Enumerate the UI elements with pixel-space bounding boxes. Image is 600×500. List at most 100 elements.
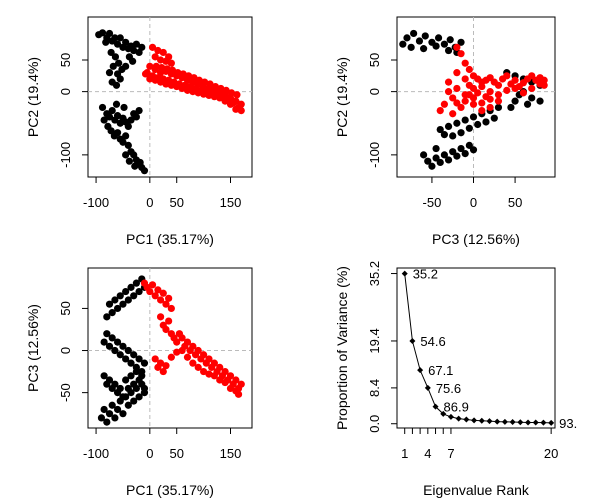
cumulative-variance-label: 93. bbox=[559, 416, 577, 431]
x-tick-label: -50 bbox=[423, 195, 442, 210]
scree-point bbox=[532, 419, 539, 426]
red-data-point bbox=[205, 91, 213, 100]
black-data-point bbox=[122, 132, 130, 140]
red-data-point bbox=[156, 56, 165, 64]
black-data-point bbox=[112, 81, 121, 89]
red-data-point bbox=[141, 70, 150, 78]
red-data-point bbox=[167, 81, 175, 89]
black-data-point bbox=[116, 397, 124, 405]
black-data-point bbox=[130, 397, 138, 405]
black-data-point bbox=[124, 346, 132, 355]
red-data-point bbox=[232, 105, 240, 113]
y-tick-label: -100 bbox=[367, 142, 382, 168]
scree-point bbox=[509, 419, 516, 426]
black-data-point bbox=[105, 376, 114, 384]
black-data-point bbox=[111, 346, 119, 355]
black-data-point bbox=[127, 283, 135, 291]
black-data-point bbox=[116, 292, 124, 300]
pc1-pc3-scatter-panel: -100 0 50 150 -50 50 0 PC1 (35.17%) PC3 (12.56%) bbox=[25, 267, 253, 498]
black-data-point bbox=[113, 129, 122, 137]
y-tick-label: 0 bbox=[58, 88, 73, 95]
red-data-point bbox=[146, 62, 154, 70]
black-data-point bbox=[97, 414, 106, 422]
red-data-point bbox=[159, 289, 167, 297]
y-tick-label: 8.4 bbox=[367, 379, 382, 397]
black-data-point bbox=[461, 116, 469, 124]
black-data-point bbox=[113, 112, 122, 120]
black-data-point bbox=[111, 380, 119, 388]
scree-point bbox=[478, 417, 485, 424]
plot-frame bbox=[396, 267, 556, 429]
scree-point bbox=[440, 410, 447, 417]
scree-point bbox=[424, 384, 431, 391]
x-tick-label: 1 bbox=[401, 446, 408, 461]
red-data-point bbox=[146, 287, 154, 296]
scree-point bbox=[501, 418, 508, 425]
x-tick-label: -100 bbox=[83, 195, 109, 210]
black-data-point bbox=[135, 355, 143, 363]
black-data-point bbox=[122, 38, 130, 46]
red-data-point bbox=[148, 281, 157, 289]
red-data-point bbox=[444, 88, 453, 96]
red-data-point bbox=[528, 84, 536, 93]
black-data-point bbox=[138, 380, 146, 388]
black-data-point bbox=[105, 300, 114, 308]
y-tick-label: 50 bbox=[367, 53, 382, 67]
black-data-point bbox=[511, 97, 519, 105]
black-data-point bbox=[122, 376, 130, 384]
black-data-point bbox=[420, 151, 428, 159]
black-data-point bbox=[132, 279, 140, 287]
black-data-point bbox=[129, 57, 137, 65]
black-data-point bbox=[507, 103, 515, 112]
scree-point bbox=[486, 418, 493, 425]
y-tick-label: 19.4 bbox=[367, 328, 382, 353]
black-data-point bbox=[127, 389, 135, 397]
scree-point bbox=[494, 418, 501, 425]
red-data-point bbox=[449, 94, 457, 102]
black-data-point bbox=[113, 40, 122, 48]
red-data-point bbox=[190, 74, 198, 82]
red-data-point bbox=[221, 378, 229, 387]
black-data-point bbox=[440, 131, 448, 139]
red-data-point bbox=[486, 95, 494, 103]
x-tick-label: 150 bbox=[220, 446, 242, 461]
black-data-point bbox=[444, 156, 453, 164]
black-data-point bbox=[446, 36, 454, 44]
black-data-point bbox=[420, 45, 428, 53]
black-data-point bbox=[465, 124, 473, 132]
black-data-point bbox=[469, 113, 478, 121]
black-data-point bbox=[136, 158, 144, 167]
black-data-point bbox=[444, 122, 453, 131]
red-data-point bbox=[148, 43, 157, 51]
black-data-point bbox=[103, 313, 111, 321]
red-data-point bbox=[151, 292, 159, 300]
black-data-point bbox=[124, 141, 132, 149]
x-axis-title: PC1 (35.17%) bbox=[126, 231, 214, 247]
black-data-point bbox=[115, 59, 123, 67]
red-data-point bbox=[216, 94, 224, 102]
y-tick-label: 0 bbox=[367, 88, 382, 95]
black-data-point bbox=[127, 116, 135, 124]
red-data-point bbox=[189, 359, 197, 367]
black-data-point bbox=[111, 34, 119, 42]
red-data-point bbox=[478, 99, 486, 107]
black-data-point bbox=[124, 401, 132, 409]
plot-frame bbox=[87, 267, 253, 429]
red-data-point bbox=[237, 106, 245, 115]
red-data-point bbox=[461, 59, 469, 67]
red-data-point bbox=[158, 63, 166, 72]
red-data-point bbox=[152, 62, 160, 70]
scree-point bbox=[517, 419, 524, 426]
black-data-point bbox=[140, 359, 149, 367]
black-data-point bbox=[135, 393, 143, 401]
red-data-point bbox=[237, 380, 245, 388]
red-data-point bbox=[457, 103, 465, 112]
y-axis-title: PC2 (19.4%) bbox=[334, 57, 350, 137]
red-data-point bbox=[503, 72, 511, 80]
red-data-point bbox=[151, 76, 159, 84]
cumulative-variance-label: 54.6 bbox=[420, 334, 445, 349]
black-data-point bbox=[125, 157, 134, 165]
black-data-point bbox=[102, 38, 110, 46]
scree-point bbox=[463, 416, 470, 423]
x-tick-label: -100 bbox=[83, 446, 109, 461]
